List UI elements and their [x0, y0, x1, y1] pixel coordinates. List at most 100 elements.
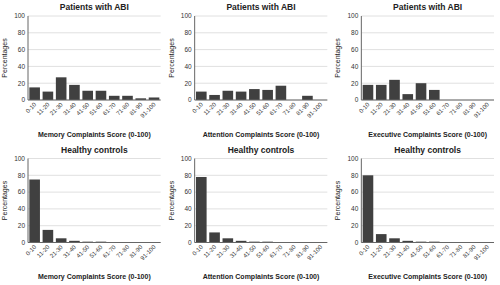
grid-line — [361, 49, 494, 50]
y-tick-label: 20 — [184, 80, 192, 87]
x-tick-label: 11-20 — [36, 243, 51, 258]
bar — [249, 89, 260, 100]
x-axis-line — [361, 100, 494, 101]
x-tick-label: 71-80 — [282, 101, 298, 117]
y-tick-label: 40 — [184, 63, 192, 70]
bar — [363, 175, 374, 242]
y-tick-label: 100 — [347, 12, 358, 19]
y-axis-label: Percentages — [1, 38, 9, 78]
x-tick-label: 41-50 — [242, 244, 258, 260]
bars — [363, 175, 440, 242]
y-tick-label: 40 — [351, 63, 359, 70]
panel: 0204060801000-1011-2021-3031-4041-5051-6… — [1, 2, 161, 139]
grid-line — [195, 192, 328, 193]
grid-line — [361, 16, 494, 17]
grid-line — [361, 32, 494, 33]
figure: 0204060801000-1011-2021-3031-4041-5051-6… — [0, 0, 500, 285]
x-tick-label: 31-40 — [229, 101, 245, 117]
x-axis-label: Memory Complaints Score (0-100) — [38, 273, 151, 281]
x-tick-label: 51-60 — [422, 244, 438, 260]
x-tick-label: 91-100 — [139, 101, 157, 119]
y-axis-line — [361, 16, 362, 100]
bar — [389, 80, 400, 100]
x-tick-label: 11-20 — [36, 101, 51, 116]
y-axis-line — [361, 159, 362, 243]
x-tick-label: 31-40 — [395, 244, 411, 260]
bar — [376, 234, 387, 242]
bar — [56, 77, 67, 100]
x-axis-label: Attention Complaints Score (0-100) — [203, 131, 320, 139]
title: Patients with ABI — [60, 2, 129, 12]
x-tick-label: 41-50 — [242, 101, 258, 117]
y-axis-label: Percentages — [168, 180, 176, 220]
grid-line — [195, 83, 328, 84]
y-axis-line — [194, 159, 195, 243]
y-tick-label: 60 — [351, 46, 359, 53]
bar — [29, 87, 40, 100]
bar — [56, 238, 67, 242]
grid-line — [361, 158, 494, 159]
grid-line — [361, 175, 494, 176]
bar — [109, 96, 120, 100]
bar — [122, 96, 133, 100]
x-tick-label: 71-80 — [448, 244, 464, 260]
bar — [196, 92, 207, 100]
y-tick-label: 60 — [18, 46, 26, 53]
x-tick-label: 91-100 — [473, 101, 491, 119]
panel: 0204060801000-1011-2021-3031-4041-5051-6… — [1, 145, 161, 282]
x-tick-label: 11-20 — [202, 243, 217, 258]
grid-line — [195, 16, 328, 17]
y-axis-label: Percentages — [334, 38, 342, 78]
x-tick-label: 51-60 — [255, 101, 271, 117]
y-axis-label: Percentages — [1, 180, 9, 220]
x-tick-label: 11-20 — [369, 101, 384, 116]
panel: 0204060801000-1011-2021-3031-4041-5051-6… — [168, 2, 328, 139]
bar — [196, 177, 207, 243]
x-axis-line — [195, 100, 328, 101]
y-tick-label: 100 — [347, 155, 358, 162]
bar — [223, 238, 234, 242]
x-tick-label: 61-70 — [102, 101, 118, 117]
grid-line — [28, 100, 161, 101]
y-axis-line — [28, 159, 29, 243]
grid-line — [28, 32, 161, 33]
y-axis-label: Percentages — [334, 180, 342, 220]
x-axis-label: Executive Complaints Score (0-100) — [368, 273, 487, 281]
y-tick-label: 0 — [21, 96, 25, 103]
grid-line — [195, 242, 328, 243]
bars — [196, 177, 273, 243]
y-tick-label: 20 — [351, 222, 359, 229]
y-tick-label: 0 — [355, 96, 359, 103]
y-tick-label: 60 — [18, 188, 26, 195]
title: Healthy controls — [228, 145, 295, 155]
x-axis-label: Attention Complaints Score (0-100) — [203, 273, 320, 281]
x-tick-label: 51-60 — [89, 244, 105, 260]
bar — [262, 90, 273, 100]
bar — [363, 85, 374, 100]
grid-line — [361, 225, 494, 226]
x-tick-label: 51-60 — [255, 244, 271, 260]
grid-line — [28, 16, 161, 17]
y-tick-label: 100 — [181, 155, 192, 162]
bars — [29, 180, 106, 243]
grid-line — [28, 225, 161, 226]
x-tick-label: 21-30 — [215, 244, 231, 260]
x-tick-label: 61-70 — [435, 244, 451, 260]
y-axis-line — [28, 16, 29, 100]
x-tick-label: 51-60 — [422, 101, 438, 117]
x-axis-label: Memory Complaints Score (0-100) — [38, 131, 151, 139]
grid-line — [28, 158, 161, 159]
bar — [376, 85, 387, 100]
y-tick-label: 40 — [18, 63, 26, 70]
bar — [29, 180, 40, 243]
x-tick-label: 91-100 — [139, 243, 157, 261]
y-tick-label: 0 — [355, 239, 359, 246]
y-tick-label: 80 — [184, 29, 192, 36]
x-tick-label: 91-100 — [306, 101, 324, 119]
grid-line — [28, 83, 161, 84]
x-tick-label: 21-30 — [49, 244, 65, 260]
x-tick-label: 61-70 — [269, 244, 285, 260]
y-tick-label: 20 — [351, 80, 359, 87]
bar — [43, 92, 54, 100]
bar — [96, 91, 107, 100]
